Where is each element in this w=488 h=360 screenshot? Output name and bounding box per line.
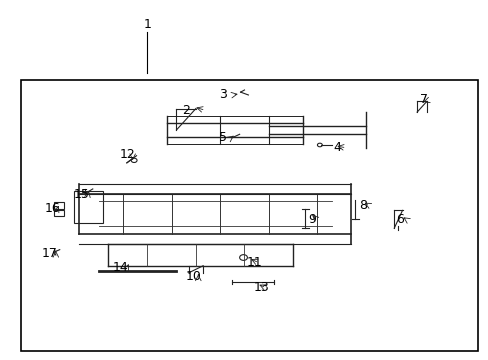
Text: 2: 2 [182,104,190,117]
Text: 6: 6 [395,213,403,226]
Text: 16: 16 [44,202,60,215]
Text: 11: 11 [246,256,262,269]
Text: 10: 10 [185,270,201,283]
Text: 5: 5 [218,131,226,144]
Text: 14: 14 [112,261,128,274]
Bar [54,210,63,216]
Bar [74,191,103,223]
Text: 12: 12 [120,148,135,162]
Bar [21,80,477,351]
Bar [54,202,63,208]
Text: 15: 15 [74,188,89,201]
Text: 17: 17 [42,247,58,260]
Text: 3: 3 [218,88,226,101]
Text: 7: 7 [420,93,427,106]
Text: 8: 8 [359,198,367,212]
Text: 4: 4 [332,141,340,154]
Text: 13: 13 [253,281,269,294]
Text: 9: 9 [308,213,316,226]
Text: 1: 1 [143,18,151,31]
